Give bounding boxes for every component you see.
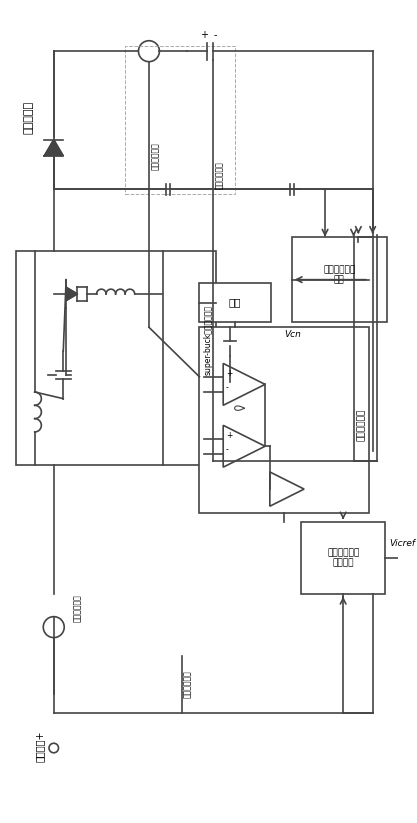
Text: -: -: [226, 383, 229, 392]
Bar: [199, 328, 369, 513]
Polygon shape: [44, 140, 63, 156]
Text: 双环控制模块: 双环控制模块: [357, 409, 366, 441]
Polygon shape: [66, 287, 78, 300]
Text: -: -: [226, 445, 229, 454]
Text: super-buck降压功率模块: super-buck降压功率模块: [203, 305, 213, 374]
Text: 驱动: 驱动: [229, 297, 241, 308]
Text: 充电电流基准
控制模块: 充电电流基准 控制模块: [327, 548, 359, 568]
Text: +: +: [226, 369, 232, 378]
Bar: [16, 251, 216, 465]
Text: 充电电压采样: 充电电压采样: [215, 161, 224, 188]
Text: Vicref: Vicref: [389, 539, 415, 548]
Bar: [125, 46, 235, 194]
Text: +: +: [226, 430, 232, 439]
Text: 充电电流采样: 充电电流采样: [151, 142, 160, 170]
Text: 超级电容器: 超级电容器: [23, 101, 33, 134]
Text: Vcn: Vcn: [284, 330, 301, 339]
Text: 恒流恒压控制
模块: 恒流恒压控制 模块: [323, 265, 355, 285]
Text: 母线电压+: 母线电压+: [35, 730, 45, 762]
Bar: [199, 282, 271, 323]
Bar: [301, 523, 385, 594]
Bar: [292, 237, 387, 323]
Text: 输入电流采样: 输入电流采样: [73, 594, 82, 622]
Text: +: +: [200, 30, 208, 40]
Text: -: -: [214, 30, 217, 40]
Text: 可调电压采样: 可调电压采样: [183, 671, 191, 698]
